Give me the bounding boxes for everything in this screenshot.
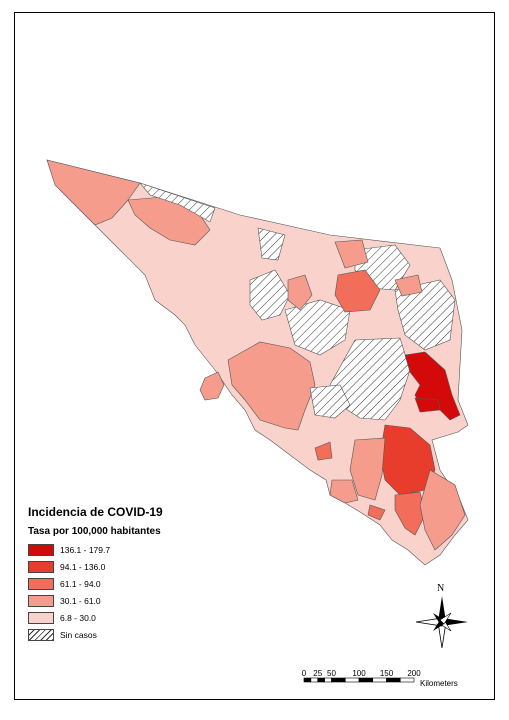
scale-bar-segment — [331, 677, 346, 683]
scale-bar-segment — [317, 677, 325, 683]
legend-title: Incidencia de COVID-19 — [28, 505, 163, 519]
legend-item-label: 30.1 - 61.0 — [60, 595, 101, 606]
legend-swatch — [28, 577, 54, 590]
legend-item: 6.8 - 30.0 — [28, 611, 96, 624]
scale-tick-label: 25 — [313, 669, 323, 678]
state-outline — [46, 159, 469, 566]
scale-bar-segment — [372, 677, 387, 683]
scale-tick-label: 100 — [352, 669, 366, 678]
scale-bar-segment — [399, 677, 415, 683]
region-center-hatch-1 — [249, 269, 291, 321]
legend-swatch — [28, 628, 54, 641]
region-coast-61 — [314, 441, 333, 461]
scale-tick-label: 150 — [379, 669, 394, 678]
north-label: N — [437, 583, 445, 594]
region-red-2 — [414, 397, 441, 413]
legend-subtitle: Tasa por 100,000 habitantes — [28, 526, 161, 537]
legend-item: 94.1 - 136.0 — [28, 560, 105, 573]
scale-bar — [303, 677, 415, 683]
region-north-hatch — [257, 227, 286, 261]
region-coast-west — [227, 341, 316, 431]
region-center-hatch-6 — [309, 384, 351, 419]
scale-bar-segment — [303, 677, 312, 683]
legend-item-label: 136.1 - 179.7 — [60, 544, 111, 555]
scale-tick-label: 200 — [407, 669, 421, 678]
region-red — [404, 351, 461, 421]
scale-tick-label: 0 — [301, 669, 307, 678]
legend-item: 30.1 - 61.0 — [28, 594, 101, 607]
region-ne-30 — [394, 274, 423, 297]
region-se-30 — [419, 469, 466, 551]
legend-item-label: 61.1 - 94.0 — [60, 578, 101, 589]
region-center-hatch-4 — [394, 279, 456, 351]
region-north-30 — [334, 239, 369, 269]
region-center-hatch-2 — [284, 299, 351, 356]
scale-bar-segment — [310, 677, 319, 683]
legend-item: 61.1 - 94.0 — [28, 577, 101, 590]
scale-bar-segment — [344, 677, 360, 683]
legend-swatch — [28, 560, 54, 573]
legend-item-label: 6.8 - 30.0 — [60, 612, 96, 623]
legend-swatch — [28, 543, 54, 556]
region-center-61 — [334, 269, 381, 313]
region-north-61 — [287, 274, 313, 311]
legend-item: 136.1 - 179.7 — [28, 543, 110, 556]
legend-swatch — [28, 594, 54, 607]
scale-bar-segment — [386, 677, 401, 683]
region-south-30c — [329, 479, 359, 504]
region-south-61b — [367, 504, 386, 521]
scale-bar-segment — [358, 677, 374, 683]
legend-item-label: 94.1 - 136.0 — [60, 561, 106, 572]
region-border-hatch — [139, 182, 216, 223]
scale-bar-segment — [324, 677, 332, 683]
legend-item: Sin casos — [28, 628, 97, 641]
region-south-61 — [394, 491, 426, 536]
legend-item-label: Sin casos — [60, 629, 97, 640]
region-nw — [46, 159, 141, 226]
region-island — [199, 371, 225, 401]
legend-swatch — [28, 611, 54, 624]
scale-tick-label: 50 — [327, 669, 336, 678]
region-south-30b — [349, 437, 386, 501]
map-frame — [14, 12, 495, 700]
scale-unit-label: Kilometers — [420, 679, 458, 688]
compass-rose-icon — [415, 596, 468, 649]
